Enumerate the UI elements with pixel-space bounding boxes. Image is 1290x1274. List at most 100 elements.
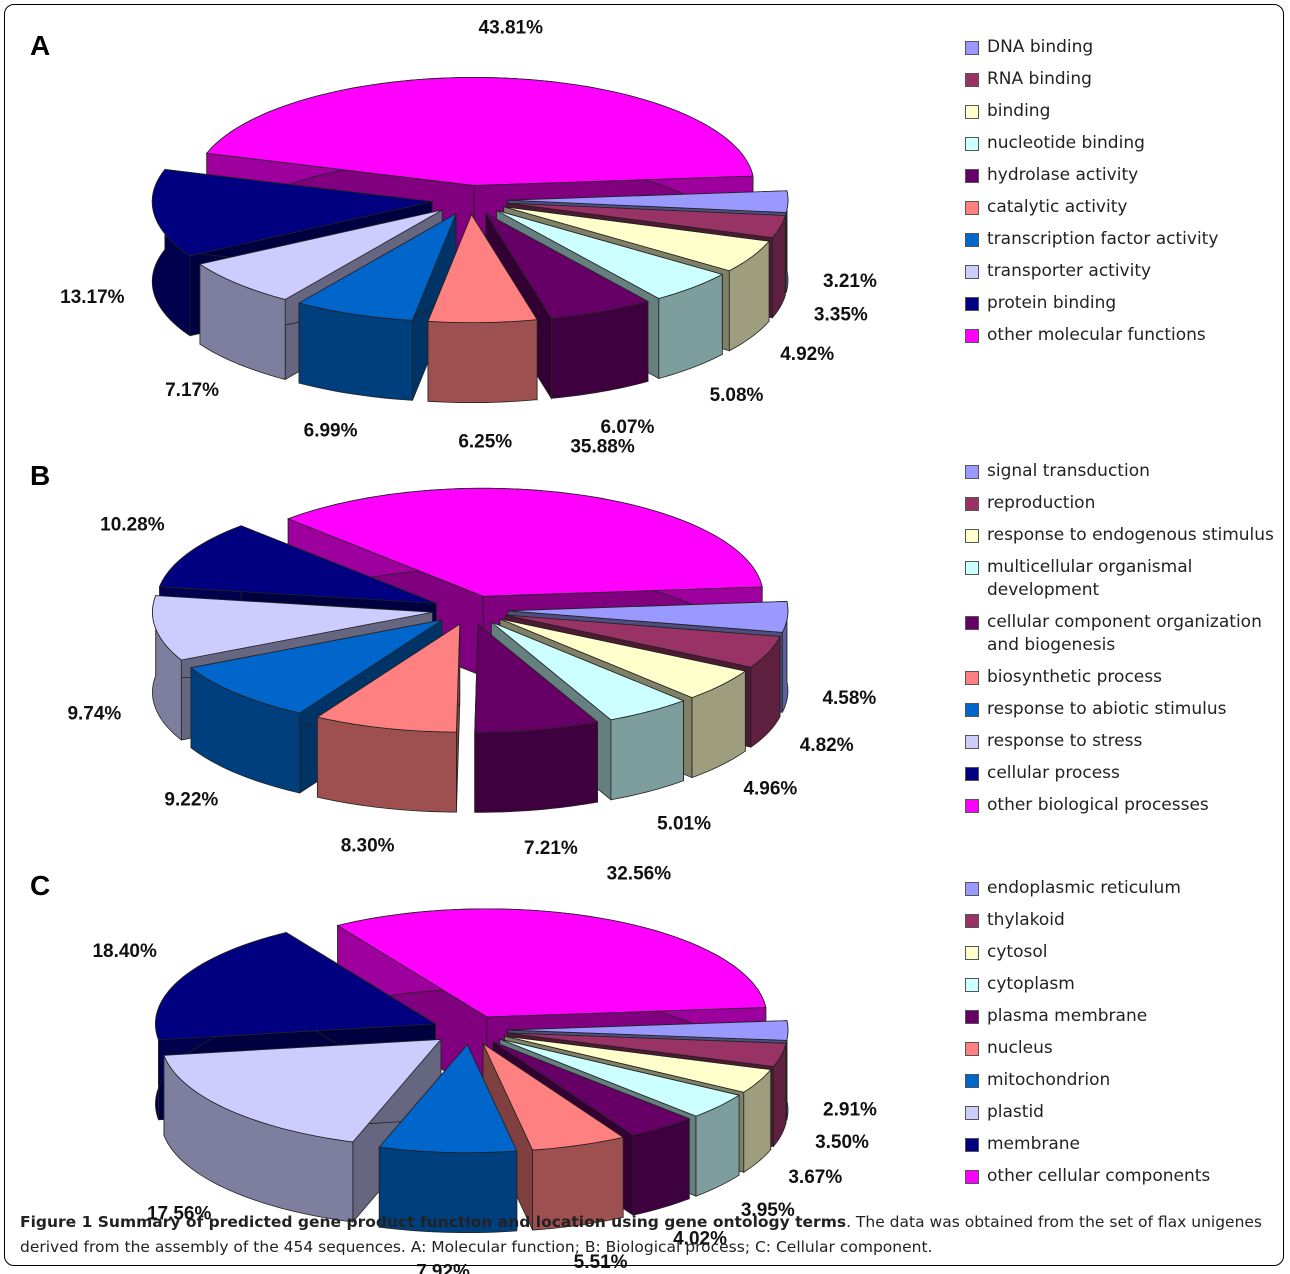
- legend-swatch: [965, 1138, 979, 1152]
- pie-slice: [378, 1043, 518, 1234]
- slice-top: [336, 908, 767, 1018]
- legend-swatch: [965, 105, 979, 119]
- legend-entry: response to endogenous stimulus: [965, 524, 1283, 547]
- legend-swatch: [965, 529, 979, 543]
- legend-swatch: [965, 735, 979, 749]
- value-label: 4.82%: [800, 735, 854, 756]
- pie-slice: [427, 213, 538, 404]
- legend-swatch: [965, 946, 979, 960]
- legend-entry: protein binding: [965, 292, 1283, 315]
- legend-swatch: [965, 1010, 979, 1024]
- slice-top: [496, 210, 724, 299]
- value-label: 2.91%: [823, 1100, 877, 1121]
- slice-top: [190, 619, 443, 714]
- legend-swatch: [965, 799, 979, 813]
- slice-top: [484, 212, 649, 319]
- slice-top: [504, 1035, 772, 1093]
- legend-label: transporter activity: [987, 261, 1152, 281]
- slice-top: [492, 1041, 691, 1136]
- slice-side: [474, 721, 599, 813]
- legend-label: nucleus: [987, 1038, 1053, 1058]
- value-label: 3.95%: [741, 1200, 795, 1221]
- slice-top: [491, 621, 685, 721]
- slice-top: [499, 618, 747, 699]
- legend-entry: DNA binding: [965, 36, 1283, 59]
- slice-top: [151, 169, 433, 257]
- legend-swatch: [965, 265, 979, 279]
- slice-top: [297, 212, 457, 321]
- legend-swatch: [965, 914, 979, 928]
- value-label: 6.07%: [600, 417, 654, 438]
- value-label: 7.92%: [416, 1261, 470, 1274]
- legend-label: thylakoid: [987, 910, 1065, 930]
- legend-swatch: [965, 1074, 979, 1088]
- legend-entry: cellular component organization and biog…: [965, 611, 1283, 657]
- legend-label: cellular process: [987, 763, 1120, 783]
- slice-top: [316, 623, 461, 733]
- legend-swatch: [965, 297, 979, 311]
- slice-top: [198, 209, 443, 300]
- legend-label: signal transduction: [987, 461, 1150, 481]
- caption: Figure 1 Summary of predicted gene produ…: [20, 1210, 1275, 1260]
- legend-swatch: [965, 201, 979, 215]
- legend-swatch: [965, 703, 979, 717]
- legend-label: response to abiotic stimulus: [987, 699, 1227, 719]
- legend-label: plasma membrane: [987, 1006, 1148, 1026]
- legend-label: cellular component organization and biog…: [987, 612, 1262, 655]
- caption-title: Figure 1 Summary of predicted gene produ…: [20, 1213, 847, 1231]
- slice-top: [503, 206, 770, 272]
- legend-label: catalytic activity: [987, 197, 1128, 217]
- legend-label: other molecular functions: [987, 325, 1206, 345]
- legend-label: nucleotide binding: [987, 133, 1145, 153]
- legend: DNA binding RNA binding binding nucleotide …: [965, 36, 1283, 356]
- value-label: 9.74%: [67, 704, 121, 725]
- legend-entry: transporter activity: [965, 260, 1283, 283]
- value-label: 4.02%: [673, 1228, 727, 1249]
- pie-slice: [297, 212, 457, 401]
- value-label: 32.56%: [607, 863, 672, 884]
- legend-label: response to stress: [987, 731, 1143, 751]
- value-label: 3.35%: [814, 304, 868, 325]
- value-label: 8.30%: [341, 836, 395, 857]
- legend-label: cytoplasm: [987, 974, 1075, 994]
- legend-label: reproduction: [987, 493, 1096, 513]
- legend-label: binding: [987, 101, 1051, 121]
- value-label: 4.92%: [780, 344, 834, 365]
- legend-swatch: [965, 41, 979, 55]
- legend-swatch: [965, 137, 979, 151]
- value-label: 3.50%: [815, 1132, 869, 1153]
- legend-label: other biological processes: [987, 795, 1209, 815]
- legend-swatch: [965, 882, 979, 896]
- value-label: 4.58%: [822, 688, 876, 709]
- slice-top: [482, 1042, 625, 1151]
- panel-label: A: [30, 30, 50, 61]
- frame: [4, 4, 1284, 1266]
- value-label: 3.21%: [823, 271, 877, 292]
- legend-label: mitochondrion: [987, 1070, 1111, 1090]
- legend-entry: response to abiotic stimulus: [965, 698, 1283, 721]
- legend-swatch: [965, 73, 979, 87]
- value-label: 18.40%: [92, 941, 157, 962]
- legend-label: transcription factor activity: [987, 229, 1219, 249]
- legend-entry: transcription factor activity: [965, 228, 1283, 251]
- legend-swatch: [965, 978, 979, 992]
- value-label: 7.21%: [524, 838, 578, 859]
- legend-label: response to endogenous stimulus: [987, 525, 1274, 545]
- legend-entry: cellular process: [965, 762, 1283, 785]
- legend-entry: membrane: [965, 1133, 1283, 1156]
- value-label: 5.51%: [574, 1252, 628, 1273]
- slice-top: [427, 213, 538, 324]
- legend-entry: other biological processes: [965, 794, 1283, 817]
- legend-entry: plasma membrane: [965, 1005, 1283, 1028]
- value-label: 5.01%: [657, 813, 711, 834]
- panel-label: B: [30, 460, 50, 491]
- panel-label: C: [30, 870, 50, 901]
- slice-top: [163, 1038, 442, 1143]
- value-label: 5.08%: [710, 385, 764, 406]
- legend-label: multicellular organismal development: [987, 557, 1193, 600]
- value-label: 43.81%: [479, 17, 544, 38]
- value-label: 6.99%: [304, 420, 358, 441]
- legend-entry: other molecular functions: [965, 324, 1283, 347]
- value-label: 3.67%: [788, 1167, 842, 1188]
- legend-label: hydrolase activity: [987, 165, 1139, 185]
